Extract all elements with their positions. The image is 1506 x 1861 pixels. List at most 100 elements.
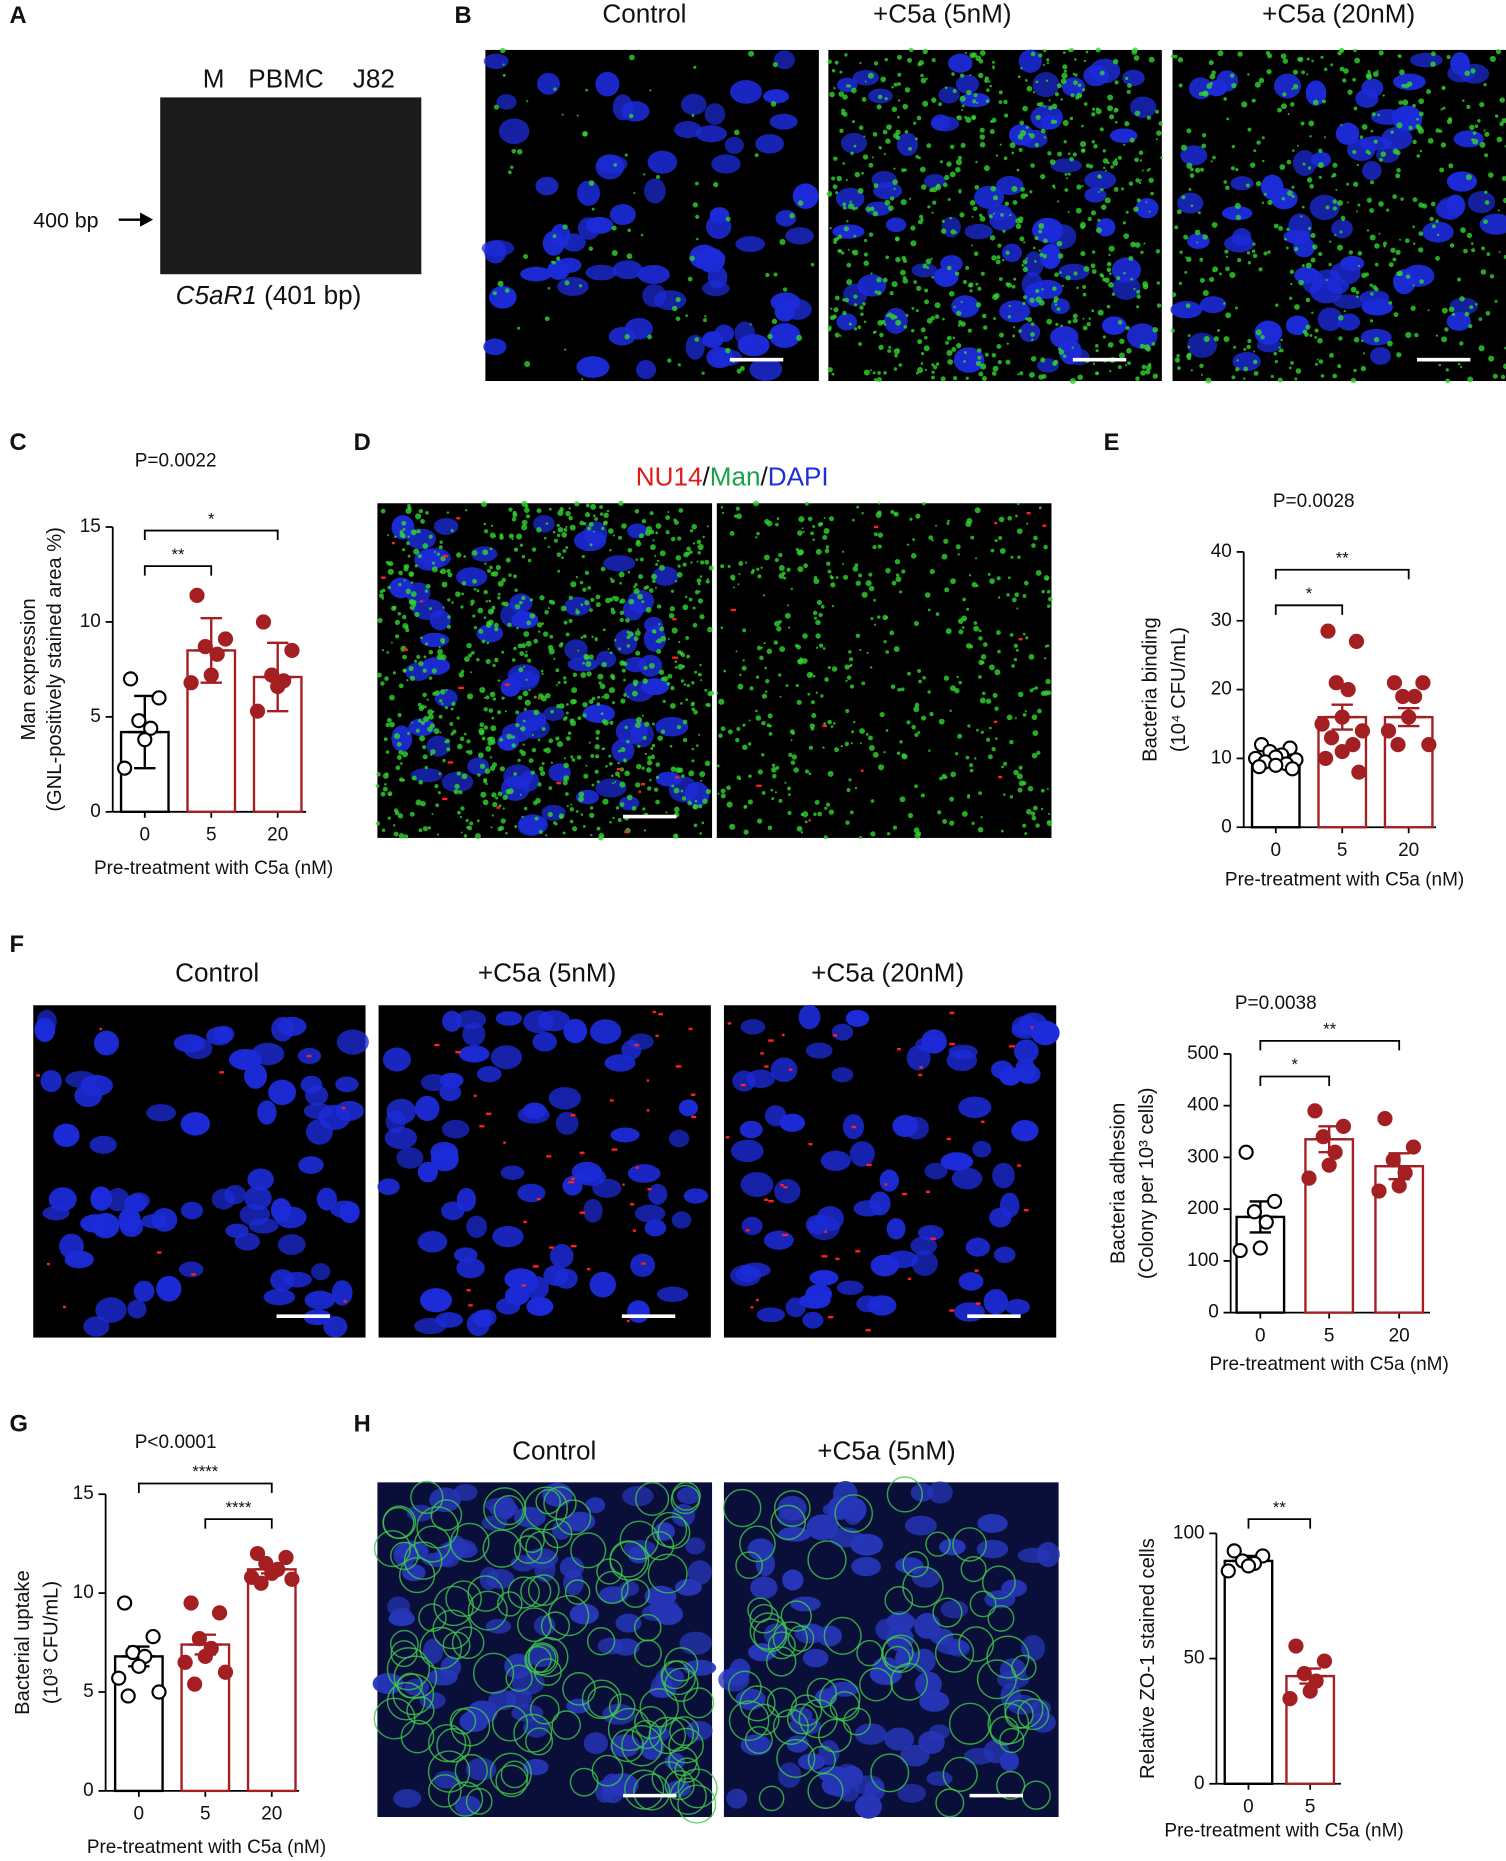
nucleus bbox=[1039, 243, 1061, 270]
speck bbox=[1460, 365, 1463, 369]
speck bbox=[638, 533, 644, 539]
speck bbox=[456, 716, 460, 720]
speck bbox=[1030, 332, 1035, 337]
cell-border bbox=[669, 1716, 700, 1747]
speck bbox=[697, 672, 702, 677]
micrograph bbox=[377, 1005, 711, 1338]
speck bbox=[1219, 272, 1222, 276]
speck bbox=[580, 636, 584, 639]
speck bbox=[497, 791, 503, 797]
speck bbox=[1047, 596, 1053, 602]
speck bbox=[689, 255, 695, 262]
speck bbox=[670, 589, 675, 593]
speck bbox=[828, 516, 834, 522]
nucleus bbox=[940, 1152, 974, 1171]
speck bbox=[1082, 292, 1087, 297]
nucleus bbox=[537, 1010, 571, 1032]
nucleus bbox=[1467, 190, 1496, 214]
speck bbox=[884, 199, 891, 206]
speck bbox=[422, 692, 427, 698]
speck bbox=[741, 665, 747, 671]
speck bbox=[563, 680, 567, 684]
speck bbox=[879, 147, 882, 150]
speck bbox=[411, 775, 417, 781]
speck bbox=[410, 591, 417, 598]
speck bbox=[924, 592, 931, 598]
speck bbox=[1179, 250, 1183, 254]
y-tick-label: 0 bbox=[90, 801, 101, 822]
speck bbox=[1353, 336, 1360, 343]
speck bbox=[427, 709, 434, 716]
nucleus bbox=[897, 132, 919, 157]
speck bbox=[688, 597, 693, 602]
speck bbox=[1225, 266, 1230, 272]
nucleus bbox=[542, 230, 565, 256]
speck bbox=[1203, 335, 1210, 343]
speck bbox=[942, 317, 945, 321]
speck bbox=[844, 741, 849, 747]
data-point bbox=[177, 1654, 193, 1670]
speck bbox=[514, 588, 518, 592]
nucleus bbox=[976, 1539, 1009, 1559]
speck bbox=[1141, 364, 1147, 370]
speck bbox=[564, 716, 568, 720]
nucleus bbox=[422, 1638, 444, 1664]
speck bbox=[1241, 101, 1248, 108]
speck bbox=[830, 307, 833, 310]
nucleus bbox=[705, 214, 732, 239]
speck bbox=[1312, 99, 1319, 106]
speck bbox=[742, 659, 745, 662]
speck bbox=[1133, 206, 1139, 212]
bacterium bbox=[343, 1300, 347, 1303]
speck bbox=[949, 144, 955, 150]
cell-border bbox=[562, 1672, 596, 1706]
nucleus bbox=[510, 1555, 536, 1572]
speck bbox=[1438, 363, 1442, 367]
speck bbox=[403, 668, 407, 673]
speck bbox=[480, 791, 487, 798]
speck bbox=[676, 724, 682, 730]
speck bbox=[681, 796, 687, 801]
speck bbox=[428, 534, 433, 539]
bacterium bbox=[691, 1115, 697, 1119]
y-axis-label: Bacterial uptake bbox=[12, 1570, 34, 1715]
nucleus bbox=[566, 1698, 591, 1714]
speck bbox=[813, 575, 818, 580]
speck bbox=[440, 568, 447, 575]
nucleus bbox=[610, 1127, 640, 1143]
cell-border bbox=[976, 1659, 1017, 1700]
speck bbox=[1489, 55, 1496, 63]
speck bbox=[931, 97, 937, 103]
bacterium bbox=[1017, 1164, 1022, 1167]
cell-border bbox=[819, 1678, 861, 1720]
speck bbox=[849, 664, 852, 668]
speck bbox=[571, 687, 578, 694]
speck bbox=[675, 767, 682, 774]
speck bbox=[595, 602, 601, 608]
cell-border bbox=[661, 1660, 696, 1696]
cell-border bbox=[677, 1768, 718, 1809]
speck bbox=[928, 535, 934, 540]
speck bbox=[588, 521, 594, 527]
x-tick-label: 5 bbox=[206, 825, 217, 846]
nucleus bbox=[844, 1497, 867, 1522]
speck bbox=[778, 798, 783, 803]
speck bbox=[839, 334, 842, 337]
speck bbox=[841, 251, 845, 255]
speck bbox=[1202, 289, 1209, 296]
speck bbox=[1044, 645, 1048, 648]
speck bbox=[988, 214, 993, 219]
nucleus bbox=[1393, 269, 1416, 295]
speck bbox=[1052, 361, 1058, 367]
significance-bracket bbox=[204, 1518, 273, 1529]
nucleus bbox=[1422, 221, 1454, 243]
nucleus bbox=[1216, 70, 1239, 92]
speck bbox=[674, 666, 678, 669]
speck bbox=[431, 813, 434, 816]
speck bbox=[701, 821, 705, 825]
speck bbox=[885, 314, 889, 318]
speck bbox=[1073, 271, 1078, 276]
speck bbox=[483, 779, 488, 784]
cell-border bbox=[651, 1511, 688, 1548]
speck bbox=[766, 520, 773, 527]
